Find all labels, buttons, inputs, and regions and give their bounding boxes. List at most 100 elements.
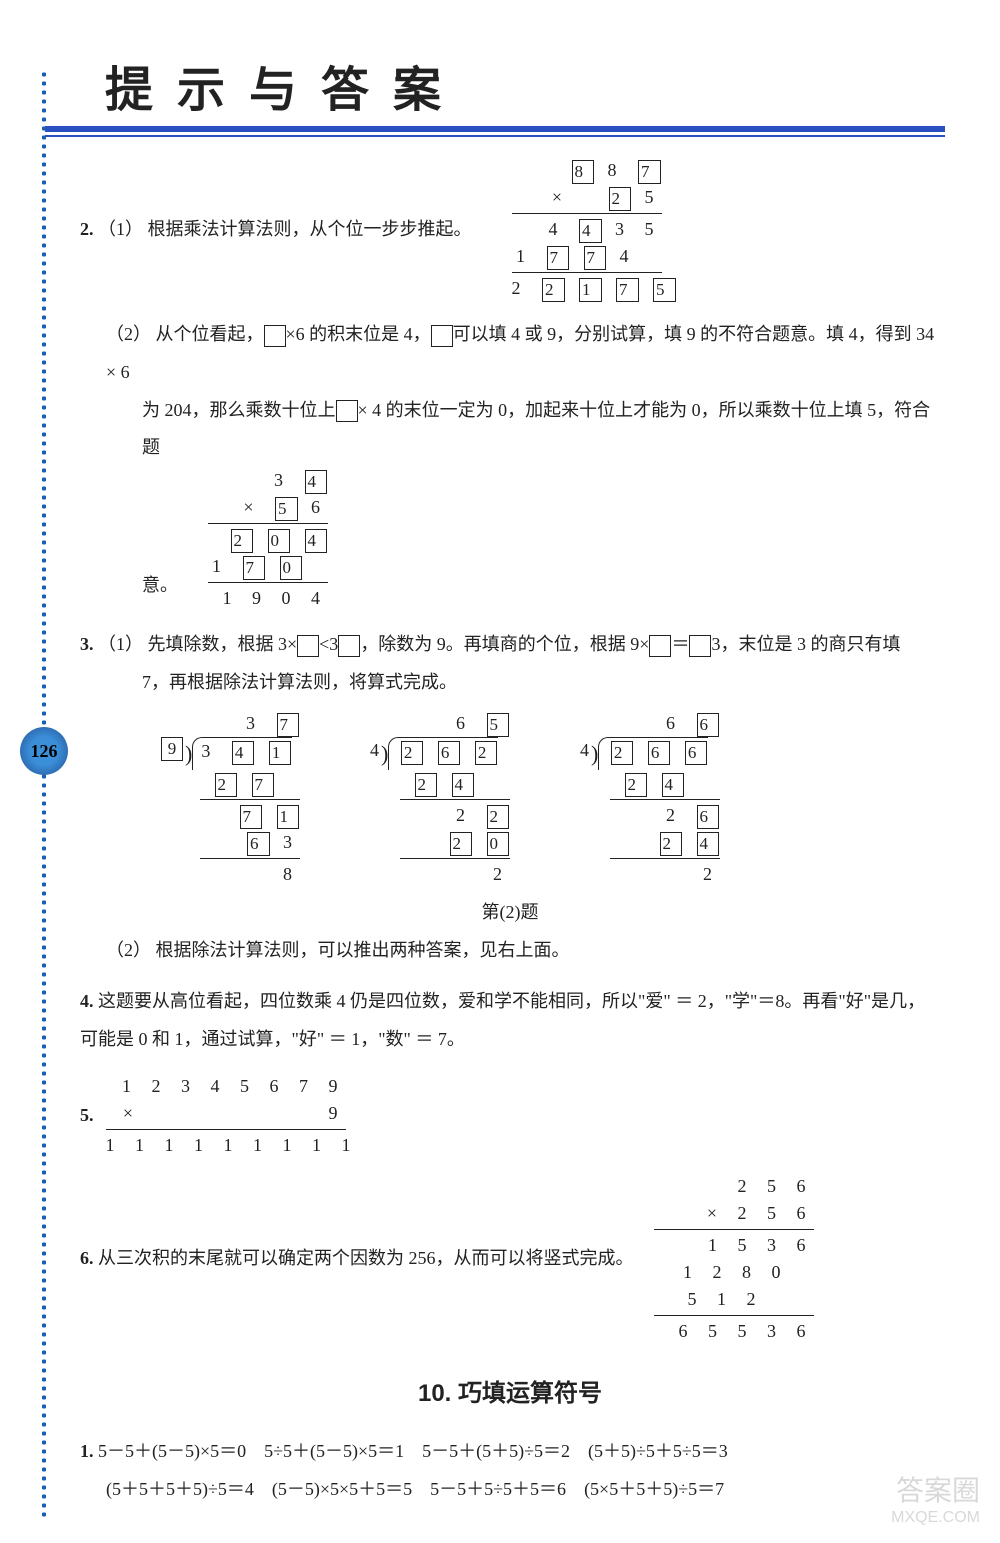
q2-m1-r1: 8 8 7 — [512, 157, 662, 184]
q2-m2-r3: 2 0 4 — [208, 526, 328, 553]
q2-m2-line1 — [208, 523, 328, 524]
empty-box — [264, 325, 286, 347]
q2-p2-line1: （2） 从个位看起，×6 的积末位是 4，可以填 4 或 9，分别试算，填 9 … — [80, 316, 940, 392]
page-number: 126 — [31, 741, 58, 762]
q2-p2-calc-row: 意。 3 4 × 5 6 2 0 4 1 7 0 1 9 0 4 — [80, 467, 940, 612]
header-rule-thick — [45, 126, 945, 132]
q2-num: 2. — [80, 219, 94, 239]
empty-box — [336, 400, 358, 422]
q2-m2-line2 — [208, 582, 328, 583]
question-6: 6. 从三次积的末尾就可以确定两个因数为 256，从而可以将竖式完成。 2 5 … — [80, 1173, 940, 1345]
section-10-q1: 1. 5－5＋(5－5)×5＝0 5÷5＋(5－5)×5＝1 5－5＋(5＋5)… — [80, 1433, 940, 1509]
q3-d1-quot: 3 7 — [160, 710, 300, 737]
question-2: 2. （1） 根据乘法计算法则，从个位一步步推起。 8 8 7 × 2 5 4 … — [80, 157, 940, 302]
q5-r1: 1 2 3 4 5 6 7 9 — [106, 1073, 346, 1100]
q3-d3-l1 — [610, 799, 720, 800]
q6-l1 — [654, 1229, 814, 1230]
watermark-line1: 答案圈 — [891, 1474, 980, 1508]
q3-d3-quot: 6 6 — [580, 710, 720, 737]
q3-d1-s2: 7 1 — [160, 802, 300, 829]
q3-d1-l2 — [200, 858, 300, 859]
q2-p1-label: （1） — [98, 219, 143, 239]
q3-p1-f: 7，再根据除法计算法则，将算式完成。 — [142, 672, 457, 692]
s10-line1: 1. 5－5＋(5－5)×5＝0 5÷5＋(5－5)×5＝1 5－5＋(5＋5)… — [80, 1433, 940, 1471]
section-10-title: 10. 巧填运算符号 — [80, 1369, 940, 1419]
q2-m1-line2 — [512, 272, 662, 273]
q3-div1: 3 7 9 ) 3 4 1 2 7 7 1 6 3 8 — [160, 710, 300, 888]
q3-p1-c: ，除数为 9。再填商的个位，根据 9× — [360, 634, 649, 654]
q3-num: 3. — [80, 634, 94, 654]
q6-r1: 2 5 6 — [654, 1173, 814, 1200]
q2-m2-r5: 1 9 0 4 — [208, 585, 328, 612]
q2-p2-label: （2） — [106, 324, 151, 344]
q2-m2-r1: 3 4 — [208, 467, 328, 494]
q2-m1-line1 — [512, 213, 662, 214]
q2-mult1: 8 8 7 × 2 5 4 4 3 5 1 7 7 4 2 2 1 7 5 — [512, 157, 662, 302]
header: 提示与答案 — [105, 50, 1000, 137]
q2-p2-b: ×6 的积末位是 4， — [286, 324, 431, 344]
q3-d1-rem: 8 — [160, 861, 300, 888]
q3-p1-line1: 3. （1） 先填除数，根据 3×<3，除数为 9。再填商的个位，根据 9×＝3… — [80, 626, 940, 664]
q2-m1-r5: 2 2 1 7 5 — [512, 275, 662, 302]
q2-p2-f: 意。 — [142, 558, 178, 612]
s10-eq-0: 5－5＋(5－5)×5＝0 — [98, 1441, 246, 1461]
q3-p1-a: 先填除数，根据 3× — [148, 634, 298, 654]
empty-box — [297, 635, 319, 657]
empty-box — [338, 635, 360, 657]
q2-m2-r2: × 5 6 — [208, 494, 328, 521]
q3-d3-dividend-row: 4 ) 2 6 6 — [580, 737, 720, 770]
q3-p2-text: 根据除法计算法则，可以推出两种答案，见右上面。 — [156, 940, 570, 960]
q3-d3-s1: 2 4 — [598, 770, 710, 797]
q3-div2: 6 5 4 ) 2 6 2 2 4 2 2 2 0 2 — [370, 710, 510, 888]
s10-eq-1: 5÷5＋(5－5)×5＝1 — [264, 1441, 404, 1461]
s10-eq-4: (5＋5＋5＋5)÷5＝4 — [106, 1479, 254, 1499]
q2-m1-r2: × 2 5 — [512, 184, 662, 211]
q3-div3: 6 6 4 ) 2 6 6 2 4 2 6 2 4 2 — [580, 710, 720, 888]
q3-p1-b: <3 — [319, 634, 338, 654]
q3-d3-s2: 2 6 — [580, 802, 720, 829]
q2-p1-body: 根据乘法计算法则，从个位一步步推起。 — [148, 219, 472, 239]
q3-d2-s2: 2 2 — [370, 802, 510, 829]
s10-eq-3: (5＋5)÷5＋5÷5＝3 — [588, 1441, 728, 1461]
q3-d1-l1 — [200, 799, 300, 800]
q2-m1-r4: 1 7 7 4 — [512, 243, 662, 270]
s10-eq-2: 5－5＋(5＋5)÷5＝2 — [422, 1441, 570, 1461]
q6-r5: 5 1 2 — [654, 1286, 814, 1313]
q3-d3-l2 — [610, 858, 720, 859]
q2-mult2: 3 4 × 5 6 2 0 4 1 7 0 1 9 0 4 — [208, 467, 328, 612]
q6-num: 6. — [80, 1248, 94, 1268]
s10-line2: (5＋5＋5＋5)÷5＝4 (5－5)×5×5＋5＝5 5－5＋5÷5＋5＝6 … — [80, 1471, 940, 1509]
q5-line — [106, 1129, 346, 1130]
s10-eq-5: (5－5)×5×5＋5＝5 — [272, 1479, 412, 1499]
q3-p2-label: （2） — [106, 940, 151, 960]
q6-text-wrap: 6. 从三次积的末尾就可以确定两个因数为 256，从而可以将竖式完成。 — [80, 1240, 634, 1278]
q3-caption: 第(2)题 — [80, 894, 940, 932]
watermark-line2: MXQE.COM — [891, 1508, 980, 1527]
q3-d1-dividend-row: 9 ) 3 4 1 — [160, 737, 300, 770]
q6-calc: 2 5 6 × 2 5 6 1 5 3 6 1 2 8 0 5 1 2 6 5 … — [654, 1173, 814, 1345]
page-title: 提示与答案 — [105, 50, 1000, 120]
q3-d2-s3: 2 0 — [370, 829, 510, 856]
s10-q1-num: 1. — [80, 1441, 94, 1461]
s10-eq-6: 5－5＋5÷5＋5＝6 — [430, 1479, 566, 1499]
q4-text: 这题要从高位看起，四位数乘 4 仍是四位数，爱和学不能相同，所以"爱" ＝ 2，… — [80, 991, 925, 1049]
content-area: 2. （1） 根据乘法计算法则，从个位一步步推起。 8 8 7 × 2 5 4 … — [0, 137, 1000, 1543]
q2-p1-text: 2. （1） 根据乘法计算法则，从个位一步步推起。 — [80, 211, 472, 249]
s10-eq-7: (5×5＋5＋5)÷5＝7 — [584, 1479, 724, 1499]
q6-r6: 6 5 5 3 6 — [654, 1318, 814, 1345]
q5-num: 5. — [80, 1097, 94, 1135]
q5-r2: × 9 — [106, 1100, 346, 1127]
q6-r3: 1 5 3 6 — [654, 1232, 814, 1259]
q3-divisions: 3 7 9 ) 3 4 1 2 7 7 1 6 3 8 6 5 4 ) — [80, 710, 940, 888]
empty-box — [649, 635, 671, 657]
q3-d2-rem: 2 — [370, 861, 510, 888]
question-4: 4. 这题要从高位看起，四位数乘 4 仍是四位数，爱和学不能相同，所以"爱" ＝… — [80, 983, 940, 1059]
page-number-badge: 126 — [20, 727, 68, 775]
q3-d2-l2 — [400, 858, 510, 859]
q3-p1-e: 3，末位是 3 的商只有填 — [711, 634, 900, 654]
watermark: 答案圈 MXQE.COM — [891, 1474, 980, 1527]
q3-p2: （2） 根据除法计算法则，可以推出两种答案，见右上面。 — [80, 932, 940, 970]
q3-d2-quot: 6 5 — [370, 710, 510, 737]
q3-p1-d: ＝ — [671, 634, 689, 654]
q2-m1-r3: 4 4 3 5 — [512, 216, 662, 243]
